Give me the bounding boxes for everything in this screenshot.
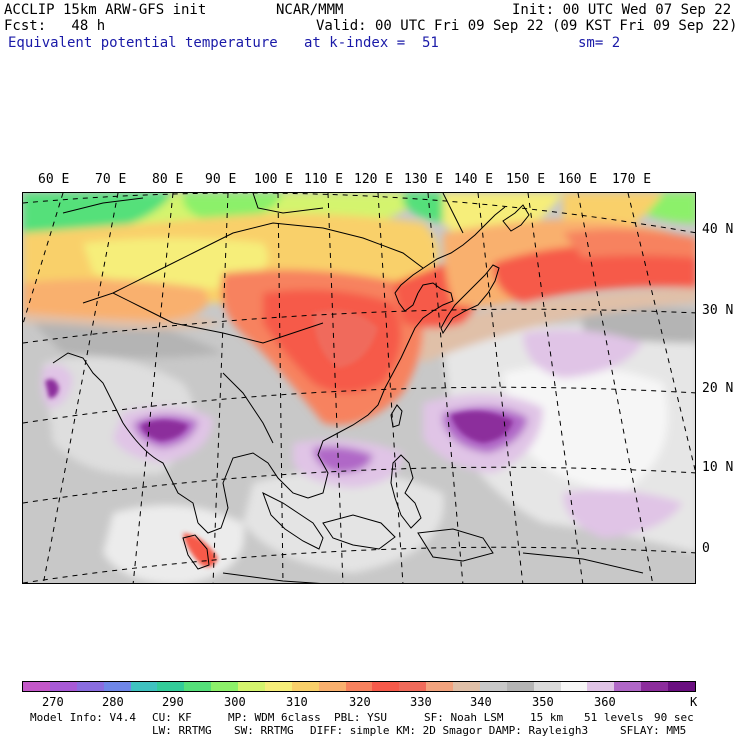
valid-time: Valid: 00 UTC Fri 09 Sep 22 (09 KST Fri … <box>316 18 738 34</box>
smoothing-value: sm= 2 <box>578 35 621 51</box>
colorbar-swatch <box>49 682 77 691</box>
colorbar <box>22 681 696 692</box>
colorbar-swatch <box>479 682 507 691</box>
init-time: Init: 00 UTC Wed 07 Sep 22 <box>512 2 732 18</box>
field-name: Equivalent potential temperature <box>8 35 278 51</box>
map-panel <box>22 192 696 584</box>
colorbar-swatch <box>641 682 668 691</box>
colorbar-tick: 340 <box>470 695 492 709</box>
level-index: at k-index = 51 <box>304 35 439 51</box>
coastlines <box>52 193 644 583</box>
lon-label: 170 E <box>612 172 652 187</box>
colorbar-tick: 330 <box>410 695 432 709</box>
colorbar-swatch <box>372 682 400 691</box>
model-title: ACCLIP 15km ARW-GFS init <box>4 2 207 18</box>
lon-label: 100 E <box>254 172 294 187</box>
model-info-sw: SW: RRTMG <box>234 724 294 737</box>
model-info-version: Model Info: V4.4 <box>30 711 136 724</box>
center-title: NCAR/MMM <box>276 2 344 18</box>
model-info-levels: 51 levels <box>584 711 644 724</box>
model-info-pbl: PBL: YSU <box>334 711 387 724</box>
colorbar-tick: 320 <box>349 695 371 709</box>
lon-label: 130 E <box>404 172 444 187</box>
theta-e-field <box>23 193 695 583</box>
model-info-cu: CU: KF <box>152 711 192 724</box>
colorbar-swatch <box>614 682 642 691</box>
colorbar-tick: 350 <box>532 695 554 709</box>
lon-label: 160 E <box>558 172 598 187</box>
colorbar-swatch <box>264 682 292 691</box>
colorbar-swatch <box>399 682 427 691</box>
model-info-lw: LW: RRTMG <box>152 724 212 737</box>
colorbar-tick: 300 <box>224 695 246 709</box>
model-info-diff: DIFF: simple KM: 2D Smagor DAMP: Rayleig… <box>310 724 589 737</box>
lon-label: 110 E <box>304 172 344 187</box>
forecast-hour: Fcst: 48 h <box>4 18 106 34</box>
lat-label: 0 <box>702 541 710 556</box>
model-info-sflay: SFLAY: MM5 <box>620 724 687 737</box>
lon-label: 150 E <box>506 172 546 187</box>
colorbar-swatch <box>23 682 50 691</box>
colorbar-tick: 270 <box>42 695 64 709</box>
colorbar-tick: 310 <box>286 695 308 709</box>
colorbar-swatch <box>184 682 212 691</box>
colorbar-unit: K <box>690 695 698 709</box>
model-info-sf: SF: Noah LSM <box>424 711 504 724</box>
colorbar-swatch <box>103 682 131 691</box>
colorbar-tick: 360 <box>594 695 616 709</box>
colorbar-swatch <box>291 682 319 691</box>
lat-label: 20 N <box>702 381 734 396</box>
lat-label: 10 N <box>702 460 734 475</box>
colorbar-swatch <box>345 682 373 691</box>
colorbar-swatch <box>506 682 534 691</box>
colorbar-swatch <box>533 682 561 691</box>
model-info-resolution: 15 km <box>530 711 564 724</box>
model-info-timestep: 90 sec <box>654 711 694 724</box>
colorbar-swatch <box>560 682 588 691</box>
lon-label: 60 E <box>38 172 70 187</box>
lat-label: 30 N <box>702 303 734 318</box>
colorbar-swatch <box>157 682 185 691</box>
colorbar-swatch <box>587 682 615 691</box>
lat-label: 40 N <box>702 222 734 237</box>
colorbar-swatch <box>426 682 453 691</box>
colorbar-tick: 290 <box>162 695 184 709</box>
colorbar-tick: 280 <box>102 695 124 709</box>
model-info-mp: MP: WDM 6class <box>228 711 321 724</box>
colorbar-swatch <box>211 682 238 691</box>
lon-label: 140 E <box>454 172 494 187</box>
lon-label: 80 E <box>152 172 184 187</box>
lon-label: 90 E <box>205 172 237 187</box>
colorbar-swatch <box>130 682 158 691</box>
longitude-lines <box>23 193 695 583</box>
lon-label: 70 E <box>95 172 127 187</box>
lon-label: 120 E <box>354 172 394 187</box>
colorbar-swatch <box>318 682 346 691</box>
colorbar-swatch <box>76 682 104 691</box>
colorbar-swatch <box>668 682 695 691</box>
colorbar-swatch <box>453 682 480 691</box>
colorbar-swatch <box>238 682 265 691</box>
